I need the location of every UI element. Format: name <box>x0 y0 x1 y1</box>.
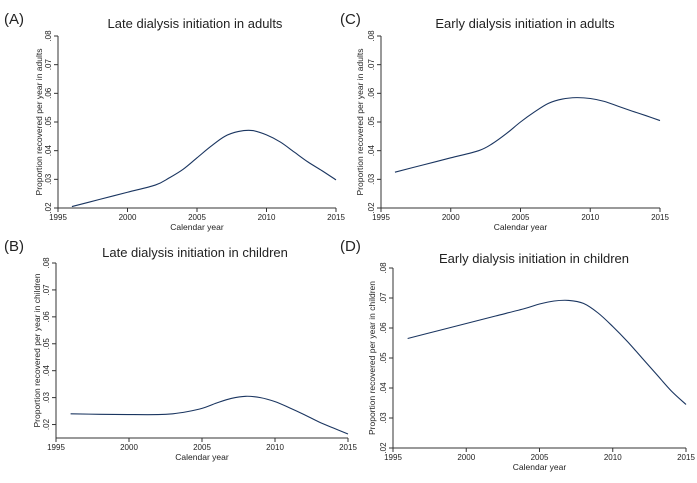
y-tick-label: .06 <box>42 311 51 323</box>
y-tick-label: .08 <box>379 262 388 274</box>
chart-title: Late dialysis initiation in adults <box>108 16 283 31</box>
y-tick-label: .04 <box>44 145 53 157</box>
x-tick-label: 2010 <box>266 443 284 452</box>
x-tick-label: 2015 <box>327 213 345 222</box>
series-line <box>407 299 687 405</box>
x-tick-label: 2005 <box>531 453 549 462</box>
y-tick-label: .08 <box>42 257 51 269</box>
chart-title: Early dialysis initiation in adults <box>435 16 615 31</box>
y-tick-label: .07 <box>42 284 51 296</box>
x-tick-label: 1995 <box>49 213 67 222</box>
y-tick-label: .05 <box>379 352 388 364</box>
x-tick-label: 2000 <box>120 443 138 452</box>
series-line <box>70 395 349 435</box>
y-tick-label: .02 <box>367 202 376 214</box>
y-tick-label: .02 <box>379 442 388 454</box>
y-tick-label: .08 <box>44 30 53 42</box>
chart-title: Late dialysis initiation in children <box>102 245 288 260</box>
x-tick-label: 2015 <box>651 213 669 222</box>
chart-panel: (D) Early dialysis initiation in children… <box>340 238 695 472</box>
y-tick-label: .03 <box>379 412 388 424</box>
x-tick-label: 2010 <box>581 213 599 222</box>
y-tick-label: .03 <box>367 173 376 185</box>
x-tick-label: 2000 <box>119 213 137 222</box>
y-axis-title: Proportion recovered per year in childre… <box>367 281 377 435</box>
x-axis-title: Calendar year <box>513 462 567 472</box>
series-line <box>71 129 337 208</box>
y-tick-label: .06 <box>44 87 53 99</box>
x-axis-title: Calendar year <box>170 222 224 232</box>
y-axis-title: Proportion recovered per year in adults <box>34 49 44 196</box>
x-axis-title: Calendar year <box>494 222 548 232</box>
y-tick-label: .03 <box>44 173 53 185</box>
y-tick-label: .04 <box>379 382 388 394</box>
x-tick-label: 2010 <box>604 453 622 462</box>
x-tick-label: 1995 <box>384 453 402 462</box>
y-tick-label: .06 <box>379 322 388 334</box>
x-tick-label: 2000 <box>457 453 475 462</box>
chart-panel: (C) Early dialysis initiation in adults 19… <box>340 11 669 232</box>
panel-label: (B) <box>4 238 24 255</box>
x-tick-label: 2005 <box>512 213 530 222</box>
y-tick-label: .05 <box>44 116 53 128</box>
y-axis-title: Proportion recovered per year in adults <box>355 49 365 196</box>
y-tick-label: .05 <box>367 116 376 128</box>
y-tick-label: .03 <box>42 392 51 404</box>
y-axis-title: Proportion recovered per year in childre… <box>32 273 42 427</box>
x-tick-label: 1995 <box>47 443 65 452</box>
x-tick-label: 1995 <box>372 213 390 222</box>
panel-label: (C) <box>340 11 361 28</box>
y-tick-label: .04 <box>42 365 51 377</box>
y-tick-label: .07 <box>379 292 388 304</box>
x-tick-label: 2000 <box>442 213 460 222</box>
x-tick-label: 2015 <box>339 443 357 452</box>
y-tick-label: .05 <box>42 338 51 350</box>
panel-label: (D) <box>340 238 361 255</box>
x-axis-title: Calendar year <box>175 452 229 462</box>
x-tick-label: 2005 <box>188 213 206 222</box>
series-line <box>394 97 661 173</box>
y-tick-label: .02 <box>44 202 53 214</box>
y-tick-label: .04 <box>367 145 376 157</box>
chart-panel: (A) Late dialysis initiation in adults 199… <box>4 11 345 232</box>
chart-title: Early dialysis initiation in children <box>439 251 629 266</box>
y-tick-label: .07 <box>367 59 376 71</box>
x-tick-label: 2005 <box>193 443 211 452</box>
panel-label: (A) <box>4 11 24 28</box>
chart-panel: (B) Late dialysis initiation in children 1… <box>4 238 357 462</box>
y-tick-label: .07 <box>44 59 53 71</box>
x-tick-label: 2010 <box>258 213 276 222</box>
y-tick-label: .08 <box>367 30 376 42</box>
y-tick-label: .02 <box>42 418 51 430</box>
x-tick-label: 2015 <box>677 453 695 462</box>
y-tick-label: .06 <box>367 87 376 99</box>
